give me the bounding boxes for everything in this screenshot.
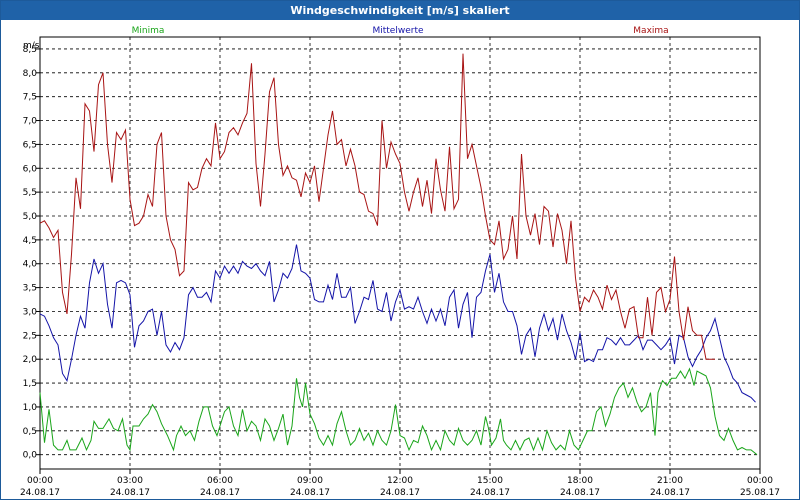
y-tick-label: 2,5 bbox=[23, 331, 37, 341]
x-tick-date-label: 24.08.17 bbox=[470, 488, 510, 498]
y-tick-label: 1,0 bbox=[23, 403, 38, 413]
y-tick-label: 7,0 bbox=[23, 117, 38, 127]
series-line-minima bbox=[39, 367, 758, 456]
y-axis-label: m/s bbox=[23, 41, 40, 51]
x-tick-date-label: 24.08.17 bbox=[110, 488, 150, 498]
x-tick-time-label: 15:00 bbox=[477, 476, 503, 486]
x-tick-date-label: 24.08.17 bbox=[290, 488, 330, 498]
series-lines bbox=[39, 53, 758, 456]
y-tick-label: 8,0 bbox=[23, 69, 38, 79]
series-line-mittelwerte bbox=[39, 244, 756, 403]
y-tick-label: 0,0 bbox=[23, 451, 38, 461]
legend: Minima Mittelwerte Maxima bbox=[132, 26, 669, 36]
y-tick-label: 3,0 bbox=[23, 307, 38, 317]
x-tick-date-label: 24.08.17 bbox=[650, 488, 690, 498]
x-tick-date-label: 24.08.17 bbox=[560, 488, 600, 498]
y-tick-label: 6,0 bbox=[23, 164, 38, 174]
x-tick-date-label: 24.08.17 bbox=[200, 488, 240, 498]
x-tick-time-label: 00:00 bbox=[747, 476, 773, 486]
y-axis: 0,0 0,5 1,0 1,5 2,0 2,5 3,0 3,5 4,0 4,5 5,0 5,5 6,0 6… bbox=[23, 45, 40, 461]
window-title: Windgeschwindigkeit [m/s] skaliert bbox=[1, 1, 799, 20]
x-tick-time-label: 00:00 bbox=[27, 476, 53, 486]
x-tick-time-label: 21:00 bbox=[657, 476, 683, 486]
x-tick-time-label: 12:00 bbox=[387, 476, 413, 486]
x-tick-time-label: 06:00 bbox=[207, 476, 233, 486]
y-tick-label: 4,0 bbox=[23, 260, 38, 270]
x-tick-date-label: 24.08.17 bbox=[20, 488, 60, 498]
y-tick-label: 5,0 bbox=[23, 212, 38, 222]
grid-lines bbox=[39, 37, 761, 469]
y-tick-label: 6,5 bbox=[23, 140, 37, 150]
legend-entry-maxima: Maxima bbox=[633, 26, 668, 36]
x-tick-date-label: 24.08.17 bbox=[380, 488, 420, 498]
x-tick-time-label: 09:00 bbox=[297, 476, 323, 486]
legend-entry-minima: Minima bbox=[132, 26, 165, 36]
legend-entry-mittelwerte: Mittelwerte bbox=[372, 26, 423, 36]
y-tick-label: 5,5 bbox=[23, 188, 37, 198]
x-tick-date-label: 25.08.17 bbox=[740, 488, 780, 498]
series-line-maxima bbox=[39, 53, 715, 360]
x-tick-time-label: 03:00 bbox=[117, 476, 143, 486]
y-tick-label: 2,0 bbox=[23, 355, 38, 365]
x-tick-time-label: 18:00 bbox=[567, 476, 593, 486]
y-tick-label: 3,5 bbox=[23, 284, 37, 294]
x-axis: 00:00 24.08.17 03:00 24.08.17 06:00 24.08.17 0… bbox=[20, 469, 780, 498]
y-tick-label: 4,5 bbox=[23, 236, 37, 246]
wind-speed-chart: 0,0 0,5 1,0 1,5 2,0 2,5 3,0 3,5 4,0 4,5 5,0 5,5 6,0 6… bbox=[20, 26, 780, 498]
y-tick-label: 7,5 bbox=[23, 93, 37, 103]
y-tick-label: 1,5 bbox=[23, 379, 37, 389]
y-tick-label: 8,5 bbox=[23, 45, 37, 55]
y-tick-label: 0,5 bbox=[23, 427, 37, 437]
